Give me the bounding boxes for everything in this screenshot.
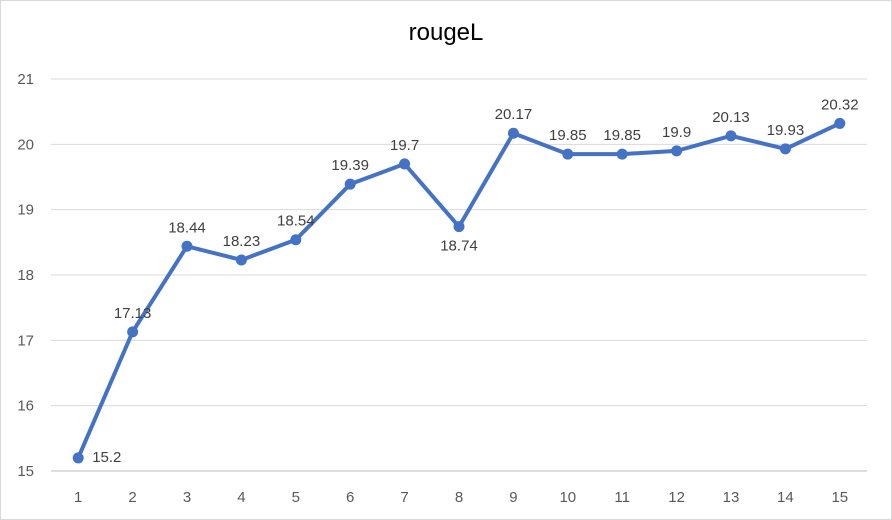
data-label: 15.2 <box>92 449 121 466</box>
data-label: 19.7 <box>390 137 419 154</box>
y-tick-label: 20 <box>17 136 34 153</box>
data-point <box>290 234 302 246</box>
data-point <box>779 143 791 155</box>
y-tick-label: 19 <box>17 202 34 219</box>
x-tick-label: 10 <box>559 489 576 506</box>
y-tick-label: 16 <box>17 398 34 415</box>
x-tick-label: 8 <box>455 489 463 506</box>
data-point <box>72 452 84 464</box>
data-point <box>181 240 193 252</box>
data-labels: 15.2 17.13 18.44 18.23 18.54 19.39 19.7 18.74 20… <box>92 96 858 466</box>
x-tick-label: 13 <box>723 489 740 506</box>
x-tick-label: 15 <box>831 489 848 506</box>
data-label: 20.17 <box>495 106 533 123</box>
x-tick-label: 12 <box>668 489 685 506</box>
data-label: 20.32 <box>821 96 859 113</box>
y-tick-label: 17 <box>17 332 34 349</box>
data-label: 19.93 <box>767 122 805 139</box>
y-tick-label: 18 <box>17 267 34 284</box>
data-label: 17.13 <box>114 305 152 322</box>
data-label: 18.23 <box>223 233 261 250</box>
x-tick-label: 1 <box>74 489 82 506</box>
x-tick-label: 2 <box>128 489 136 506</box>
x-tick-label: 9 <box>509 489 517 506</box>
data-label: 19.39 <box>331 157 369 174</box>
x-tick-label: 11 <box>614 489 630 506</box>
data-label: 19.85 <box>603 127 641 144</box>
data-point <box>616 148 628 160</box>
x-tick-label: 14 <box>777 489 794 506</box>
data-point <box>507 127 519 139</box>
x-tick-label: 5 <box>292 489 300 506</box>
data-label: 19.9 <box>662 124 691 141</box>
data-point <box>725 130 737 142</box>
gridlines <box>51 78 867 472</box>
series-line <box>76 121 842 460</box>
x-tick-label: 3 <box>183 489 191 506</box>
data-point <box>127 326 139 338</box>
data-point <box>399 158 411 170</box>
data-label: 20.13 <box>712 109 750 126</box>
series-group <box>72 117 846 464</box>
y-tick-label: 21 <box>17 71 34 88</box>
y-axis-ticks: 15 16 17 18 19 20 21 <box>17 71 34 480</box>
x-tick-label: 6 <box>346 489 354 506</box>
chart-title: rougeL <box>408 19 484 46</box>
data-label: 19.85 <box>549 127 587 144</box>
x-axis-ticks: 1 2 3 4 5 6 7 8 9 10 11 12 13 14 15 <box>74 489 848 506</box>
x-tick-label: 4 <box>237 489 245 506</box>
data-point <box>834 117 846 129</box>
data-point <box>562 148 574 160</box>
data-point <box>671 145 683 157</box>
y-tick-label: 15 <box>17 463 34 480</box>
data-label: 18.54 <box>277 213 315 230</box>
data-point <box>453 221 465 233</box>
data-point <box>344 178 356 190</box>
data-label: 18.44 <box>168 219 206 236</box>
x-tick-label: 7 <box>400 489 408 506</box>
data-point <box>235 254 247 266</box>
data-label: 18.74 <box>440 238 478 255</box>
